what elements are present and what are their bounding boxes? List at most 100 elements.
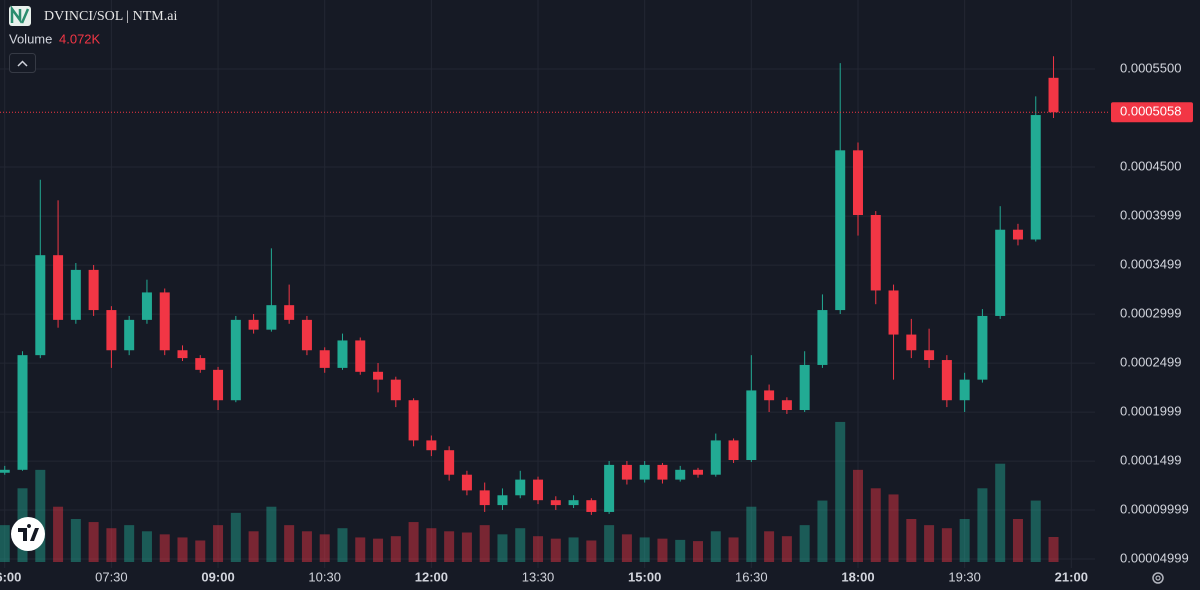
volume-bar bbox=[408, 522, 419, 562]
candle-body bbox=[479, 490, 490, 506]
volume-bar bbox=[1030, 500, 1041, 562]
volume-bar bbox=[248, 531, 259, 562]
volume-bar bbox=[550, 538, 561, 562]
volume-bar bbox=[337, 528, 348, 562]
candle-body bbox=[817, 310, 828, 365]
volume-bar bbox=[141, 531, 152, 562]
candle-body bbox=[1030, 115, 1041, 240]
y-tick-label: 0.0005500 bbox=[1120, 60, 1181, 75]
candles bbox=[0, 56, 1059, 515]
candle-body bbox=[355, 340, 366, 372]
settings-button[interactable] bbox=[1152, 572, 1164, 584]
candle-body bbox=[799, 364, 810, 411]
last-price-tag bbox=[1111, 102, 1193, 123]
volume-bar bbox=[70, 519, 81, 562]
x-tick-label: 06:00 bbox=[0, 569, 21, 584]
y-tick-label: 0.0003999 bbox=[1120, 208, 1181, 223]
volume-bar bbox=[639, 537, 650, 562]
candle-body bbox=[586, 500, 597, 512]
candle-body bbox=[568, 500, 579, 506]
volume-title: Volume bbox=[9, 31, 52, 46]
candle-body bbox=[906, 334, 917, 351]
volume-bar bbox=[781, 536, 792, 562]
y-tick-label: 0.0001999 bbox=[1120, 404, 1181, 419]
collapse-button[interactable] bbox=[9, 53, 36, 73]
volume-bar bbox=[995, 463, 1006, 562]
candle-body bbox=[230, 319, 241, 401]
candle-body bbox=[675, 469, 686, 480]
candle-body bbox=[141, 292, 152, 320]
volume-bar bbox=[106, 528, 117, 562]
tradingview-logo[interactable] bbox=[11, 517, 45, 551]
x-tick-label: 15:00 bbox=[628, 569, 661, 584]
candle-body bbox=[1048, 77, 1059, 113]
volume-bar bbox=[906, 519, 917, 562]
candle-body bbox=[53, 255, 64, 320]
candle-body bbox=[728, 440, 739, 461]
volume-bar bbox=[390, 536, 401, 562]
volume-bar bbox=[355, 537, 366, 562]
candle-body bbox=[266, 305, 277, 330]
candle-body bbox=[1012, 229, 1023, 240]
volume-bar bbox=[710, 531, 721, 562]
candle-body bbox=[710, 440, 721, 475]
candle-body bbox=[213, 369, 224, 401]
candle-body bbox=[550, 500, 561, 506]
candle-body bbox=[390, 379, 401, 401]
candle-body bbox=[248, 319, 259, 330]
candle-body bbox=[177, 350, 188, 359]
volume-bar bbox=[835, 421, 846, 562]
candle-body bbox=[764, 390, 775, 401]
candle-body bbox=[319, 350, 330, 368]
y-tick-label: 0.0003499 bbox=[1120, 257, 1181, 272]
x-tick-label: 07:30 bbox=[95, 569, 128, 584]
y-tick-label: 0.0001499 bbox=[1120, 453, 1181, 468]
volume-bar bbox=[0, 525, 10, 562]
volume-bar bbox=[586, 540, 597, 562]
candle-body bbox=[70, 269, 81, 320]
candle-body bbox=[195, 358, 206, 370]
candle-body bbox=[693, 469, 704, 475]
volume-bar bbox=[799, 525, 810, 562]
grid bbox=[0, 0, 1095, 568]
candle-body bbox=[995, 229, 1006, 316]
candle-body bbox=[621, 464, 632, 480]
volume-bar bbox=[941, 528, 952, 562]
volume-bar bbox=[426, 528, 437, 562]
candle-body bbox=[284, 305, 295, 320]
candle-body bbox=[301, 319, 312, 351]
volume-bar bbox=[319, 534, 330, 562]
volume-bar bbox=[977, 488, 988, 562]
volume-bar bbox=[888, 494, 899, 562]
candle-body bbox=[461, 474, 472, 491]
volume-value: 4.072K bbox=[59, 31, 101, 46]
candle-body bbox=[533, 479, 544, 501]
volume-bar bbox=[533, 536, 544, 562]
candle-body bbox=[444, 450, 455, 475]
volume-bar bbox=[621, 534, 632, 562]
volume-bar bbox=[159, 534, 170, 562]
volume-bar bbox=[746, 506, 757, 562]
axes: 0.0005500 0.0004500 0.0003999 0.0003499 0.00… bbox=[0, 60, 1193, 584]
x-tick-label: 12:00 bbox=[415, 569, 448, 584]
candle-body bbox=[941, 360, 952, 401]
y-tick-label: 0.0002499 bbox=[1120, 355, 1181, 370]
y-tick-label: 0.00009999 bbox=[1120, 501, 1189, 516]
volume-bars bbox=[0, 421, 1059, 562]
candle-body bbox=[106, 310, 117, 351]
volume-bar bbox=[35, 469, 46, 562]
y-tick-label: 0.00004999 bbox=[1120, 550, 1189, 565]
volume-bar bbox=[728, 537, 739, 562]
volume-bar bbox=[657, 538, 668, 562]
candle-body bbox=[0, 469, 10, 473]
volume-bar bbox=[479, 525, 490, 562]
volume-bar bbox=[177, 537, 188, 562]
volume-bar bbox=[764, 531, 775, 562]
volume-bar bbox=[959, 519, 970, 562]
volume-bar bbox=[1012, 519, 1023, 562]
volume-bar bbox=[124, 525, 135, 562]
candle-body bbox=[159, 292, 170, 351]
volume-bar bbox=[53, 506, 64, 562]
